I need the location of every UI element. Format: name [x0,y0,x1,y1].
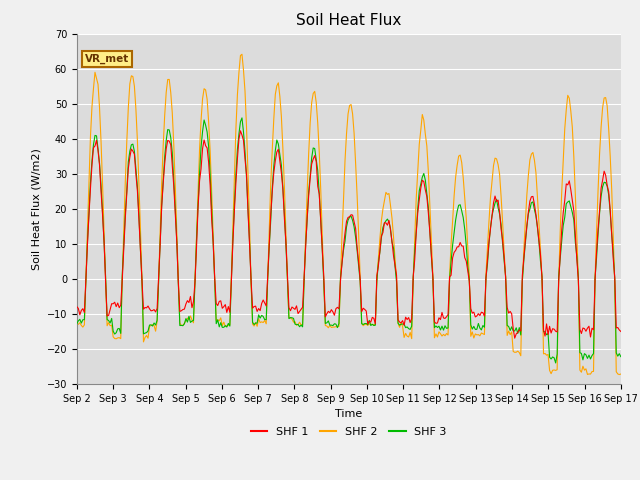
SHF 2 [235,70,243,75]
SHF 2 [264,275,271,280]
SHF 1 [237,128,244,134]
SHF 1 [264,273,271,279]
SHF 1 [73,304,81,310]
Legend: SHF 1, SHF 2, SHF 3: SHF 1, SHF 2, SHF 3 [246,422,451,442]
SHF 3 [235,131,243,137]
X-axis label: Time: Time [335,409,362,419]
SHF 2 [312,99,320,105]
SHF 2 [255,316,262,322]
SHF 1 [589,327,597,333]
SHF 1 [617,328,625,334]
SHF 2 [238,51,246,57]
SHF 1 [312,159,320,165]
Line: SHF 2: SHF 2 [77,54,621,374]
SHF 2 [617,371,625,377]
SHF 1 [140,306,147,312]
Line: SHF 3: SHF 3 [77,118,621,363]
SHF 3 [73,321,81,326]
SHF 1 [511,335,518,341]
Text: VR_met: VR_met [85,54,129,64]
SHF 3 [264,275,271,281]
SHF 2 [588,369,596,374]
SHF 3 [238,115,246,121]
SHF 3 [552,360,559,366]
Y-axis label: Soil Heat Flux (W/m2): Soil Heat Flux (W/m2) [31,148,41,270]
SHF 3 [617,354,625,360]
SHF 3 [255,312,262,318]
SHF 2 [140,339,147,345]
SHF 3 [589,351,597,357]
Line: SHF 1: SHF 1 [77,131,621,338]
SHF 1 [255,306,262,312]
SHF 3 [140,331,147,336]
SHF 2 [616,372,623,377]
Title: Soil Heat Flux: Soil Heat Flux [296,13,401,28]
SHF 2 [73,321,81,327]
SHF 3 [312,156,320,162]
SHF 1 [235,136,243,142]
